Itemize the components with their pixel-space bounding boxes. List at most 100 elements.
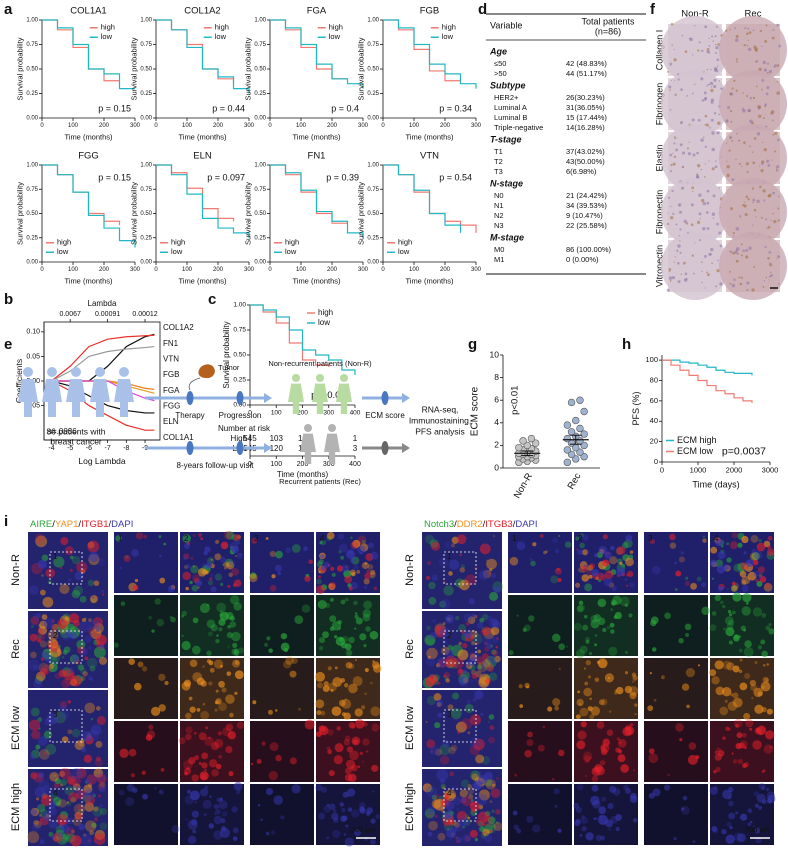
- if-image: [508, 658, 572, 719]
- ihc-texture: [710, 88, 714, 93]
- if-signal: [364, 572, 371, 580]
- person-head: [316, 374, 324, 382]
- series-line: [662, 359, 753, 376]
- if-signal: [484, 641, 488, 646]
- if-signal: [478, 662, 482, 666]
- if-signal: [446, 828, 457, 839]
- legend-label: high: [215, 23, 229, 32]
- if-signal: [479, 543, 491, 555]
- roi-label: 1: [447, 552, 452, 561]
- ihc-texture: [667, 196, 671, 199]
- if-signal: [229, 615, 235, 621]
- if-tint: [250, 784, 314, 845]
- if-signal: [49, 772, 59, 782]
- if-signal: [90, 718, 94, 721]
- if-signal: [724, 616, 734, 625]
- ihc-texture: [736, 247, 740, 251]
- if-signal: [429, 746, 439, 756]
- roi-box: [49, 788, 83, 822]
- ihc-texture: [698, 239, 701, 242]
- if-signal: [95, 634, 107, 646]
- if-signal: [119, 748, 129, 759]
- if-signal: [588, 574, 593, 579]
- ihc-core: [661, 16, 729, 84]
- ihc-texture: [774, 131, 778, 135]
- if-signal: [338, 543, 348, 553]
- if-signal: [427, 655, 432, 659]
- if-signal: [369, 838, 376, 845]
- ihc-texture: [759, 185, 762, 189]
- ihc-texture: [673, 261, 675, 263]
- ihc-texture: [778, 283, 780, 285]
- if-tint: [644, 658, 708, 719]
- data-point: [572, 416, 580, 425]
- y-tick-label: 0.50: [233, 352, 246, 359]
- if-signal: [233, 781, 243, 791]
- if-signal: [726, 588, 729, 591]
- if-signal: [84, 656, 89, 661]
- if-tint: [710, 784, 774, 845]
- if-signal: [169, 615, 173, 619]
- if-signal: [761, 612, 767, 618]
- if-signal: [52, 835, 59, 842]
- if-signal: [478, 570, 489, 580]
- y-axis-label: Survival probability: [222, 321, 231, 388]
- if-signal: [586, 570, 592, 576]
- ihc-texture: [745, 195, 749, 199]
- stain-title: AIRE/YAP1/ITGB1/DAPI: [30, 519, 133, 530]
- ihc-texture: [700, 198, 705, 203]
- if-signal: [489, 725, 495, 731]
- ihc-texture: [685, 222, 689, 225]
- if-signal: [766, 663, 769, 666]
- if-signal: [709, 669, 717, 677]
- x-tick-label: Non-R: [512, 471, 535, 500]
- if-signal: [69, 555, 74, 560]
- if-signal: [370, 706, 381, 717]
- ihc-texture: [761, 141, 764, 144]
- if-signal: [441, 739, 450, 747]
- table-cell: 21 (24.42%): [566, 191, 607, 200]
- if-signal: [762, 676, 769, 683]
- table-header: Total patients: [581, 16, 635, 26]
- if-signal: [653, 698, 657, 702]
- data-point: [580, 430, 588, 438]
- if-signal: [474, 837, 479, 842]
- panel-label: h: [622, 336, 631, 353]
- if-signal: [711, 676, 720, 685]
- if-signal: [315, 585, 325, 594]
- if-signal: [62, 656, 65, 659]
- ihc-texture: [692, 153, 696, 157]
- ihc-texture: [770, 220, 773, 222]
- if-signal: [225, 723, 234, 732]
- if-signal: [222, 563, 225, 566]
- if-signal: [426, 575, 431, 581]
- if-signal: [285, 547, 292, 554]
- if-signal: [456, 816, 468, 827]
- if-signal: [739, 740, 748, 749]
- if-signal: [485, 778, 497, 790]
- if-signal: [544, 550, 549, 554]
- if-signal: [469, 653, 477, 662]
- if-signal: [742, 592, 752, 603]
- ihc-texture: [733, 278, 736, 281]
- if-signal: [591, 784, 599, 792]
- if-signal: [598, 545, 608, 555]
- ihc-texture: [739, 282, 743, 286]
- if-signal: [216, 634, 219, 637]
- if-signal: [738, 648, 743, 653]
- legend-label: high: [318, 308, 333, 317]
- if-signal: [472, 656, 477, 661]
- if-signal: [583, 614, 588, 619]
- ihc-texture: [670, 163, 673, 167]
- if-signal: [80, 834, 93, 846]
- if-signal: [609, 556, 618, 565]
- if-signal: [590, 615, 599, 623]
- if-signal: [362, 738, 370, 746]
- series-line: [51, 345, 155, 382]
- if-signal: [283, 660, 292, 669]
- if-signal: [731, 752, 734, 755]
- if-signal: [629, 550, 634, 554]
- if-signal: [614, 691, 618, 695]
- ihc-texture: [704, 287, 707, 289]
- if-signal: [214, 553, 222, 561]
